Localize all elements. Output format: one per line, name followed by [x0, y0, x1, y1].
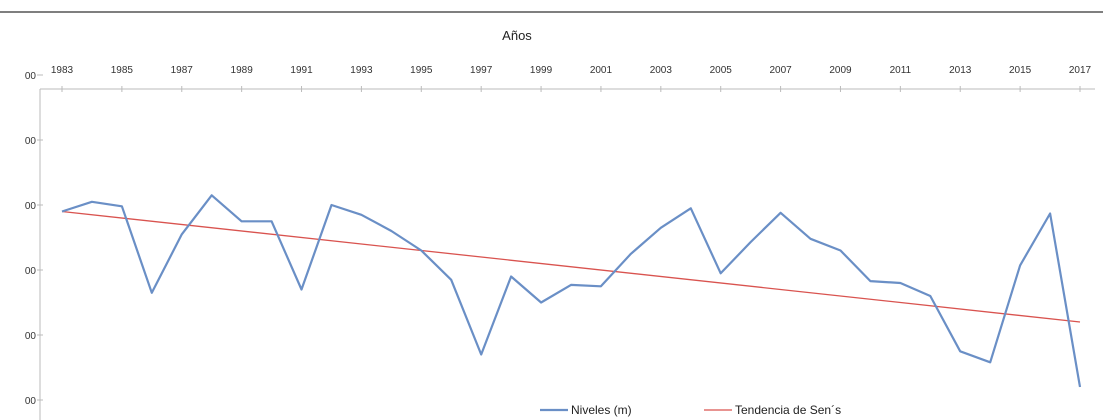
x-tick-label: 2017 [1069, 65, 1092, 76]
x-tick-label: 1991 [290, 65, 313, 76]
x-tick-label: 1985 [111, 65, 134, 76]
x-tick-label: 2009 [829, 65, 852, 76]
y-tick-label: 00 [25, 396, 37, 407]
series-line-tendencia [61, 210, 1081, 323]
series-layer [61, 194, 1082, 388]
x-tick-label: 2013 [949, 65, 972, 76]
legend-item-tendencia: Tendencia de Sen´s [704, 403, 841, 417]
x-tick-labels: 1983 1985 1987 1989 1991 1993 1995 1997 1999 2001… [51, 65, 1092, 92]
x-tick-label: 1997 [470, 65, 493, 76]
x-tick-label: 2007 [769, 65, 792, 76]
legend-item-niveles: Niveles (m) [540, 403, 632, 417]
y-tick-label: 00 [25, 71, 37, 82]
x-tick-label: 2005 [710, 65, 733, 76]
y-tick-label: 00 [25, 266, 37, 277]
x-tick-label: 1995 [410, 65, 433, 76]
y-tick-label: 00 [25, 331, 37, 342]
x-axis-title: Años [502, 28, 532, 43]
x-tick-label: 2001 [590, 65, 613, 76]
x-tick-label: 1987 [171, 65, 194, 76]
x-tick-label: 2015 [1009, 65, 1032, 76]
y-tick-labels: 00 00 00 00 00 00 [25, 71, 43, 407]
series-line-niveles [61, 194, 1082, 388]
y-tick-label: 00 [25, 136, 37, 147]
x-tick-label: 2011 [890, 65, 912, 76]
legend: Niveles (m) Tendencia de Sen´s [540, 403, 841, 417]
x-tick-label: 1999 [530, 65, 553, 76]
x-tick-label: 1993 [350, 65, 373, 76]
x-tick-label: 1989 [231, 65, 254, 76]
y-tick-label: 00 [25, 201, 37, 212]
x-tick-label: 1983 [51, 65, 74, 76]
legend-label: Tendencia de Sen´s [735, 403, 841, 417]
legend-label: Niveles (m) [571, 403, 632, 417]
x-tick-label: 2003 [650, 65, 673, 76]
